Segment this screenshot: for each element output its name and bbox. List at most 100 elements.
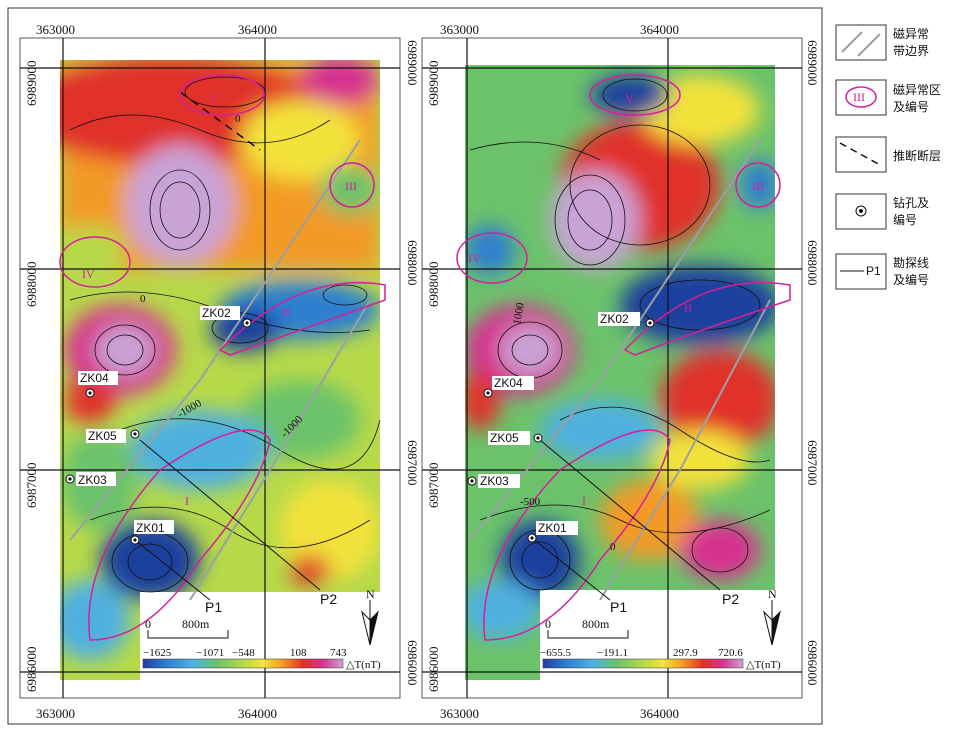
left-scale-label: 800m [182, 617, 210, 631]
left-fault [179, 91, 261, 151]
left-ytick-6988000: 6988000 [24, 262, 39, 308]
right-xtick-top-364000: 364000 [640, 22, 679, 37]
legend-profile-symbol: P1 [866, 264, 881, 278]
right-contour-label: -500 [520, 496, 541, 508]
left-axis-labels: 363000 364000 363000 364000 6989000 6988… [24, 22, 420, 721]
right-colorbar-value: −655.5 [540, 647, 571, 659]
left-anomaly-i: I [185, 494, 189, 508]
left-xtick-bottom-364000: 364000 [238, 706, 277, 721]
right-ytick-right-6989000: 6989000 [805, 40, 820, 86]
right-contour-label: 1000 [511, 301, 527, 325]
legend-drillhole-line2: 编号 [893, 212, 917, 227]
right-label-zk01: ZK01 [538, 521, 567, 535]
right-anomaly-labels: V III IV II I [468, 91, 764, 508]
left-label-p2: P2 [320, 591, 337, 607]
left-xtick-bottom-363000: 363000 [36, 706, 75, 721]
legend-anomaly-symbol: III [853, 90, 865, 104]
right-scale-label: 800m [582, 617, 610, 631]
left-grid [20, 38, 400, 698]
legend-anomaly-line1: 磁异常区 [893, 82, 941, 97]
left-anomaly-labels: V III IV II I [82, 91, 357, 508]
right-contour-label: 0 [610, 541, 616, 553]
left-boundary-lines [69, 139, 371, 601]
right-anomaly-iv: IV [468, 251, 481, 265]
right-label-zk02: ZK02 [600, 312, 629, 326]
left-colorbar-value: 743 [330, 647, 347, 659]
right-anomaly-iii: III [752, 179, 764, 193]
right-axis-labels: 363000 364000 363000 364000 6989000 6988… [426, 22, 820, 721]
right-map: ZK02 ZK04 ZK05 ZK03 ZK01 P1 P2 V III IV … [421, 22, 820, 721]
left-colorbar-value: −548 [232, 647, 255, 659]
right-ytick-6988000: 6988000 [426, 262, 441, 308]
left-ytick-6989000: 6989000 [24, 61, 39, 107]
left-scale-zero: 0 [145, 617, 151, 631]
left-anomaly-v: V [210, 91, 219, 105]
left-drillholes [65, 318, 252, 545]
right-profile-lines [531, 439, 721, 601]
left-drillhole-labels: ZK02 ZK04 ZK05 ZK03 ZK01 [76, 306, 240, 535]
right-scale-bar: 0 800m [545, 617, 629, 639]
left-ytick-right-6986000: 6986000 [405, 640, 420, 686]
legend-boundary: 磁异常 带边界 [835, 24, 929, 61]
left-anomaly-ii: II [282, 305, 290, 319]
right-ytick-6989000: 6989000 [426, 61, 441, 107]
right-ytick-right-6987000: 6987000 [805, 440, 820, 486]
left-ytick-6986000: 6986000 [24, 647, 39, 693]
left-profile-lines [134, 439, 321, 601]
left-profile-labels: P1 P2 [205, 591, 337, 615]
legend-drillhole-line1: 钻孔及 [893, 195, 929, 210]
left-xtick-top-363000: 363000 [36, 22, 75, 37]
left-contours [69, 76, 381, 593]
left-map-frame [19, 37, 401, 699]
right-north-arrow: N [763, 587, 781, 646]
right-north-label: N [768, 587, 777, 601]
right-colorbar-value: 720.6 [718, 647, 743, 659]
right-anomaly-v: V [625, 91, 634, 105]
left-scale-bar: 0 800m [145, 617, 229, 639]
right-drillholes [467, 318, 655, 543]
right-label-p2: P2 [722, 591, 739, 607]
legend-profile-line2: 及编号 [893, 272, 929, 287]
legend-anomaly-area: III 磁异常区 及编号 [835, 79, 941, 116]
left-ytick-right-6987000: 6987000 [405, 440, 420, 486]
right-label-zk04: ZK04 [494, 376, 523, 390]
right-scale-zero: 0 [545, 617, 551, 631]
left-label-zk01: ZK01 [136, 521, 165, 535]
right-label-zk05: ZK05 [490, 431, 519, 445]
left-colorbar-value: −1625 [143, 647, 172, 659]
left-label-zk04: ZK04 [80, 371, 109, 385]
left-north-arrow: N [361, 587, 379, 646]
left-anomaly-iv: IV [82, 267, 95, 281]
legend-boundary-line1: 磁异常 [893, 26, 929, 41]
right-colorbar-value: −191.1 [597, 647, 628, 659]
right-colorbar-unit: △T(nT) [746, 659, 781, 671]
right-colorbar: −655.5 −191.1 297.9 720.6 △T(nT) [540, 647, 781, 671]
left-colorbar-value: 108 [290, 647, 307, 659]
left-contour-label: 0 [235, 113, 241, 125]
figure-frame [7, 7, 823, 725]
legend-fault-label: 推断断层 [893, 148, 941, 163]
legend-drillhole: 钻孔及 编号 [835, 193, 929, 230]
right-ytick-6986000: 6986000 [426, 647, 441, 693]
left-ytick-right-6989000: 6989000 [405, 40, 420, 86]
right-contours [469, 78, 771, 591]
legend: 磁异常 带边界 III 磁异常区 及编号 推断断层 钻孔及 编号 P1 勘探线 [835, 24, 941, 290]
right-profile-labels: P1 P2 [610, 591, 739, 615]
right-xtick-bottom-364000: 364000 [640, 706, 679, 721]
left-anomaly-iii: III [345, 179, 357, 193]
left-contour-label: 0 [140, 293, 146, 305]
left-map: ZK02 ZK04 ZK05 ZK03 ZK01 P1 P2 V III IV … [19, 22, 420, 721]
right-xtick-top-363000: 363000 [440, 22, 479, 37]
right-contour-labels: 1000 -500 0 [511, 301, 616, 553]
right-anomaly-i: I [582, 494, 586, 508]
left-label-zk05: ZK05 [88, 429, 117, 443]
right-anomaly-raster [465, 65, 775, 680]
right-grid [422, 38, 802, 698]
legend-profile-line1: 勘探线 [893, 256, 929, 270]
legend-anomaly-line2: 及编号 [893, 99, 929, 114]
right-label-zk03: ZK03 [480, 474, 509, 488]
right-map-frame [421, 37, 803, 699]
right-anomaly-ii: II [684, 301, 692, 315]
left-anomaly-outlines [59, 74, 386, 641]
left-colorbar-unit: △T(nT) [346, 659, 381, 671]
